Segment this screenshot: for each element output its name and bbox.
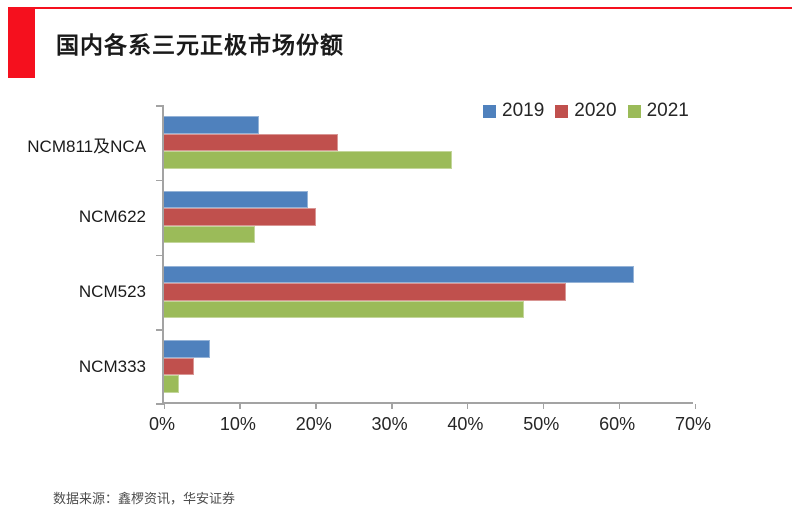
x-tick-label-60%: 60% [599, 414, 636, 434]
y-axis-tick [156, 254, 164, 256]
x-tick-label-40%: 40% [447, 414, 484, 434]
x-axis-tick [694, 404, 696, 409]
bar-NCM523-2020 [164, 283, 567, 301]
x-axis-tick [315, 404, 317, 409]
bar-NCM622-2019 [164, 190, 309, 209]
x-axis-tick [466, 404, 469, 409]
title-accent-line [35, 7, 792, 9]
legend-label: 2020 [574, 100, 617, 121]
x-axis-tick [163, 404, 165, 409]
legend-swatch-2021 [627, 104, 641, 118]
y-axis-tick [156, 403, 164, 405]
legend-label: 2019 [502, 100, 545, 121]
data-source-note: 数据来源：鑫椤资讯，华安证券 [53, 491, 236, 506]
x-tick-label-50%: 50% [523, 414, 560, 434]
x-axis-tick [391, 404, 393, 409]
y-axis-tick [156, 105, 164, 107]
chart-legend: 2019 2020 2021 [483, 100, 700, 122]
category-label-NCM622: NCM622 [78, 207, 146, 227]
x-tick-label-70%: 70% [674, 414, 712, 434]
x-axis-tick [239, 404, 241, 409]
x-tick-label-30%: 30% [371, 414, 408, 434]
legend-swatch-2019 [483, 104, 496, 118]
x-tick-label-0%: 0% [148, 414, 175, 434]
bar-NCM333-2021 [164, 375, 180, 393]
legend-swatch-2020 [555, 104, 569, 118]
category-label-NCM333: NCM333 [78, 356, 146, 376]
y-axis-tick [156, 329, 164, 331]
x-tick-label-20%: 20% [295, 414, 332, 434]
x-axis-tick [542, 404, 545, 409]
category-label-NCM523: NCM523 [78, 281, 146, 301]
legend-item-2021: 2021 [627, 100, 689, 122]
legend-label: 2021 [646, 100, 689, 121]
bar-NCM811及NCA-2021 [164, 151, 453, 169]
y-axis-tick [156, 179, 164, 182]
title-accent-block [8, 7, 35, 78]
legend-item-2019: 2019 [483, 100, 544, 122]
bar-NCM523-2019 [164, 265, 635, 284]
bar-NCM622-2020 [164, 208, 316, 226]
bar-NCM622-2021 [164, 225, 256, 244]
bar-NCM523-2021 [164, 300, 525, 319]
bar-NCM811及NCA-2019 [164, 116, 259, 134]
x-axis-tick [618, 404, 621, 409]
category-label-NCM811及NCA: NCM811及NCA [27, 137, 146, 157]
x-tick-label-10%: 10% [219, 414, 256, 434]
bar-NCM333-2019 [164, 340, 210, 358]
bar-NCM811及NCA-2020 [164, 133, 339, 152]
legend-item-2020: 2020 [555, 100, 617, 122]
bar-NCM333-2020 [164, 357, 195, 376]
chart-title: 国内各系三元正极市场份额 [56, 32, 344, 58]
plot-area [156, 105, 696, 409]
